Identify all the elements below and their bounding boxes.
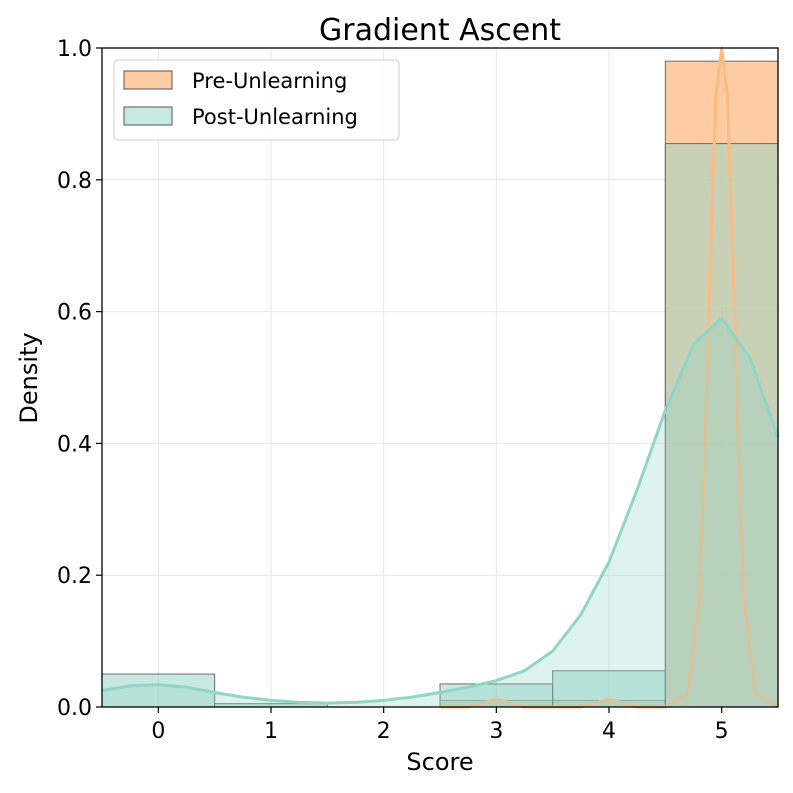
y-tick-label-2: 0.4 xyxy=(57,432,92,457)
legend: Pre-Unlearning Post-Unlearning xyxy=(113,59,400,141)
y-tick-label-0: 0.0 xyxy=(57,696,92,721)
legend-swatch-post-unlearning xyxy=(123,106,173,126)
y-tick-label-4: 0.8 xyxy=(57,169,92,194)
x-tick-label-5: 5 xyxy=(715,719,729,744)
x-tick-label-4: 4 xyxy=(602,719,616,744)
y-tick-label-1: 0.2 xyxy=(57,564,92,589)
kde-line-post-unlearning xyxy=(101,316,780,705)
kde-fill-post-unlearning xyxy=(102,318,778,707)
x-axis-label: Score xyxy=(406,748,473,776)
legend-frame xyxy=(113,59,400,141)
kde-curves xyxy=(101,46,780,709)
x-tick-label-3: 3 xyxy=(489,719,503,744)
plot-frame xyxy=(101,47,779,708)
legend-label-post-unlearning: Post-Unlearning xyxy=(192,105,358,129)
y-axis-label: Density xyxy=(15,332,43,423)
bar-post-unlearning-5 xyxy=(664,143,779,708)
x-axis-ticks: 0 1 2 3 4 5 xyxy=(151,707,729,744)
y-tick-label-3: 0.6 xyxy=(57,301,92,326)
legend-label-pre-unlearning: Pre-Unlearning xyxy=(192,69,347,93)
kde-line-pre-unlearning xyxy=(440,46,779,709)
y-axis-ticks: 0.0 0.2 0.4 0.6 0.8 1.0 xyxy=(57,37,102,721)
x-tick-label-0: 0 xyxy=(151,719,165,744)
chart-title: Gradient Ascent xyxy=(319,13,561,48)
x-tick-label-1: 1 xyxy=(264,719,278,744)
legend-swatch-pre-unlearning xyxy=(123,70,173,90)
y-tick-label-5: 1.0 xyxy=(57,37,92,62)
x-tick-label-2: 2 xyxy=(377,719,391,744)
